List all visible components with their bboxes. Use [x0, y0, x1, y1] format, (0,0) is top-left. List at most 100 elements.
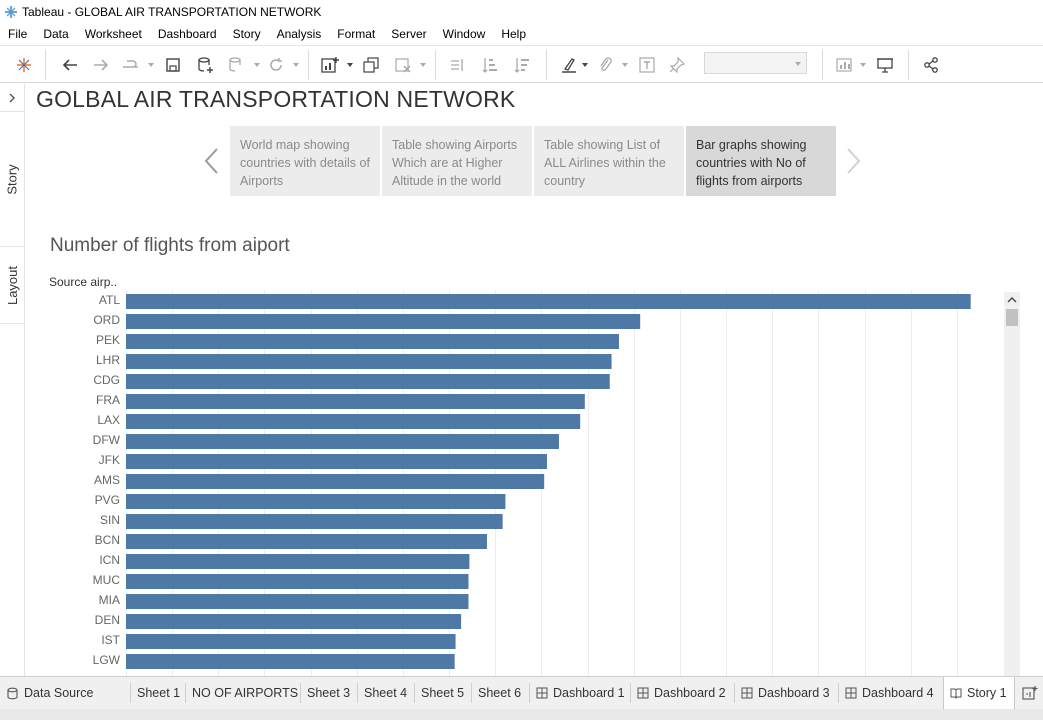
tab-dashboard-3[interactable]: Dashboard 3 [735, 677, 838, 709]
tab-layout-panel[interactable]: Layout [0, 247, 25, 324]
new-sheet-icon [1022, 686, 1038, 700]
group-members-icon[interactable] [594, 54, 616, 76]
sort-descending-icon[interactable] [511, 54, 533, 76]
bar[interactable] [126, 574, 469, 589]
menu-dashboard[interactable]: Dashboard [157, 27, 217, 41]
menu-server[interactable]: Server [391, 27, 427, 41]
category-label: ATL [99, 293, 120, 307]
refresh-icon[interactable] [265, 54, 287, 76]
bar[interactable] [126, 354, 612, 369]
fix-axes-icon[interactable] [666, 54, 688, 76]
new-sheet-button[interactable] [1018, 677, 1043, 709]
bar[interactable] [126, 534, 487, 549]
menu-format[interactable]: Format [337, 27, 376, 41]
vertical-scrollbar[interactable] [1004, 292, 1020, 676]
bar[interactable] [126, 394, 585, 409]
tab-label: Sheet 3 [307, 686, 351, 700]
bar[interactable] [126, 654, 455, 669]
tableau-home-icon[interactable] [13, 54, 35, 76]
tab-sheet-1[interactable]: Sheet 1 [131, 677, 185, 709]
category-label: PEK [96, 333, 120, 347]
bar[interactable] [126, 634, 456, 649]
sort-ascending-icon[interactable] [479, 54, 501, 76]
new-data-source-icon[interactable] [194, 54, 216, 76]
swap-rows-columns-icon[interactable] [446, 54, 468, 76]
category-label: BCN [95, 533, 120, 547]
rail-tab-label: Story [5, 163, 20, 195]
tab-label: Dashboard 1 [553, 686, 625, 700]
tab-sheet-4[interactable]: Sheet 4 [358, 677, 414, 709]
fit-dropdown[interactable] [704, 52, 807, 74]
show-me-icon[interactable] [834, 54, 856, 76]
menu-worksheet[interactable]: Worksheet [84, 27, 142, 41]
tab-dashboard-1[interactable]: Dashboard 1 [530, 677, 630, 709]
tab-label: Story 1 [967, 686, 1007, 700]
bar[interactable] [126, 494, 506, 509]
tab-label: NO OF AIRPORTS [192, 686, 299, 700]
bar[interactable] [126, 474, 545, 489]
menu-story[interactable]: Story [232, 27, 261, 41]
scroll-up-icon[interactable] [1004, 292, 1020, 308]
category-label: IST [101, 633, 120, 647]
story-point-3[interactable]: Table showing List of ALL Airlines withi… [534, 126, 684, 196]
tab-label: Sheet 1 [137, 686, 181, 700]
tab-data-source[interactable]: Data Source [0, 677, 130, 709]
bar[interactable] [126, 334, 619, 349]
story-point-1[interactable]: World map showing countries with details… [230, 126, 380, 196]
presentation-mode-icon[interactable] [874, 54, 896, 76]
menu-window[interactable]: Window [442, 27, 486, 41]
tab-dashboard-4[interactable]: Dashboard 4 [839, 677, 942, 709]
new-worksheet-icon[interactable] [319, 54, 341, 76]
replay-icon[interactable] [120, 54, 142, 76]
tab-sheet-5[interactable]: Sheet 5 [415, 677, 471, 709]
expand-panel-icon[interactable] [6, 92, 18, 104]
next-story-point-icon[interactable] [842, 146, 864, 176]
highlight-icon[interactable] [558, 54, 580, 76]
tab-sheet-3[interactable]: Sheet 3 [301, 677, 357, 709]
story-point-4[interactable]: Bar graphs showing countries with No of … [686, 126, 836, 196]
bar[interactable] [126, 554, 470, 569]
category-label: LHR [96, 353, 120, 367]
tab-story-panel[interactable]: Story [0, 111, 25, 247]
menu-file[interactable]: File [8, 27, 28, 41]
scroll-thumb[interactable] [1006, 309, 1018, 326]
previous-story-point-icon[interactable] [201, 146, 223, 176]
bar[interactable] [126, 374, 610, 389]
pause-updates-icon[interactable] [225, 54, 247, 76]
category-label: LGW [93, 653, 121, 667]
tab-sheet-6[interactable]: Sheet 6 [472, 677, 529, 709]
share-icon[interactable] [920, 54, 942, 76]
side-rail: Story Layout [0, 84, 25, 676]
redo-icon[interactable] [90, 54, 112, 76]
category-axis-header: Source airp.. [49, 275, 118, 289]
menu-help[interactable]: Help [501, 27, 526, 41]
tab-story-1[interactable]: Story 1 [943, 677, 1015, 709]
undo-icon[interactable] [59, 54, 81, 76]
duplicate-sheet-icon[interactable] [360, 54, 382, 76]
clear-sheet-icon[interactable] [392, 54, 414, 76]
category-label: AMS [94, 473, 120, 487]
category-label: ICN [99, 553, 120, 567]
tab-dashboard-2[interactable]: Dashboard 2 [631, 677, 734, 709]
menu-analysis[interactable]: Analysis [276, 27, 322, 41]
tab-label: Sheet 6 [478, 686, 522, 700]
bar[interactable] [126, 454, 547, 469]
tab-no-of-airports[interactable]: NO OF AIRPORTS [186, 677, 300, 709]
save-icon[interactable] [162, 54, 184, 76]
story-point-2[interactable]: Table showing Airports Which are at High… [382, 126, 532, 196]
tab-label: Dashboard 4 [862, 686, 934, 700]
show-mark-labels-icon[interactable] [636, 54, 658, 76]
bar[interactable] [126, 294, 971, 309]
bar[interactable] [126, 414, 581, 429]
category-label: FRA [96, 393, 120, 407]
dashboard-icon [845, 687, 857, 699]
bar[interactable] [126, 514, 503, 529]
bar[interactable] [126, 314, 641, 329]
bar[interactable] [126, 434, 559, 449]
category-label: MIA [99, 593, 120, 607]
menu-data[interactable]: Data [43, 27, 69, 41]
chart-title: Number of flights from aiport [50, 235, 290, 256]
bar[interactable] [126, 614, 462, 629]
category-label: DEN [95, 613, 120, 627]
bar[interactable] [126, 594, 469, 609]
